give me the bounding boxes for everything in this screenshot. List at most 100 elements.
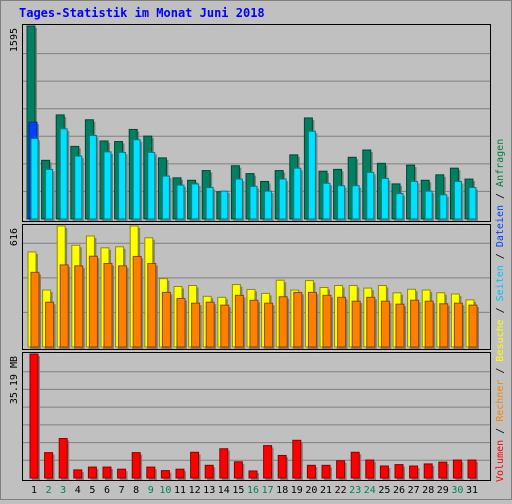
bar-body [220, 190, 229, 220]
bar-volumen-7 [117, 468, 128, 480]
bar-volumen-11 [175, 468, 186, 480]
bar-body [161, 175, 170, 220]
bar-seiten-15 [234, 178, 245, 221]
bar-body [30, 138, 39, 220]
legend-besuche: Besuche [495, 319, 506, 361]
bar-body [190, 451, 200, 479]
bar-volumen-29 [438, 461, 449, 480]
bar-rechner-23 [351, 300, 363, 349]
bar-rechner-31 [468, 304, 479, 349]
x-tick-label-14: 14 [218, 485, 230, 496]
bar-body [453, 180, 462, 220]
bar-body [337, 296, 347, 348]
bar-body [176, 297, 186, 348]
bar-body [248, 470, 258, 479]
bar-volumen-1 [29, 353, 40, 480]
bar-seiten-24 [366, 171, 376, 221]
bar-rechner-14 [220, 304, 231, 349]
bar-seiten-4 [74, 155, 84, 221]
x-tick-label-30: 30 [451, 485, 463, 496]
legend: Volumen / Rechner / Besuche / Seiten / D… [495, 139, 506, 482]
bar-volumen-15 [233, 461, 245, 480]
legend-dateien: Dateien [495, 205, 506, 247]
bar-body [191, 302, 201, 348]
bar-seiten-26 [395, 193, 405, 221]
bar-body [58, 438, 68, 479]
bar-seiten-7 [118, 151, 128, 221]
bar-body [424, 190, 433, 220]
bar-volumen-28 [423, 463, 435, 480]
bar-body [191, 183, 200, 220]
x-tick-label-19: 19 [291, 485, 303, 496]
bar-rechner-4 [74, 265, 85, 349]
bar-volumen-16 [248, 470, 259, 480]
bar-rechner-13 [205, 301, 217, 349]
x-tick-label-5: 5 [89, 485, 95, 496]
bar-body [380, 177, 389, 220]
x-tick-label-10: 10 [159, 485, 171, 496]
bar-volumen-26 [394, 464, 405, 480]
legend-seiten: Seiten [495, 265, 506, 301]
chart-panel-3: 35.19 MB [9, 352, 491, 481]
x-tick-label-23: 23 [349, 485, 361, 496]
bar-rechner-24 [366, 296, 377, 349]
bar-rechner-19 [293, 291, 304, 349]
bar-body [132, 255, 142, 348]
bar-body [292, 439, 302, 479]
bar-seiten-10 [161, 175, 172, 221]
bar-body [336, 460, 346, 479]
bar-volumen-21 [321, 464, 332, 480]
bar-rechner-27 [410, 299, 421, 349]
bar-body [322, 294, 332, 348]
bar-body [118, 151, 127, 220]
bar-volumen-13 [204, 464, 216, 480]
bar-rechner-18 [278, 296, 290, 349]
legend-separator: / [495, 422, 506, 440]
bar-rechner-3 [59, 264, 71, 349]
bar-seiten-22 [337, 185, 347, 221]
bar-body [453, 302, 463, 348]
x-tick-label-3: 3 [60, 485, 66, 496]
bar-seiten-23 [351, 185, 362, 221]
bar-body [147, 263, 157, 348]
bar-body [176, 184, 185, 220]
bar-rechner-16 [249, 299, 260, 349]
bar-body [88, 135, 97, 220]
bar-body [394, 464, 404, 479]
bar-body [29, 353, 39, 479]
bar-body [293, 167, 302, 220]
bar-body [205, 301, 215, 348]
bar-rechner-30 [453, 302, 465, 349]
bar-rechner-10 [161, 291, 173, 349]
bar-volumen-23 [350, 451, 362, 480]
legend-rechner: Rechner [495, 380, 506, 422]
bar-rechner-8 [132, 255, 144, 349]
bar-volumen-27 [409, 465, 420, 480]
bar-volumen-2 [44, 452, 55, 480]
bar-body [132, 139, 141, 220]
bar-body [73, 469, 83, 479]
bar-body [249, 299, 259, 348]
bar-seiten-16 [249, 185, 259, 221]
bar-body [395, 193, 404, 220]
bar-rechner-5 [88, 255, 100, 349]
x-tick-label-4: 4 [75, 485, 81, 496]
bar-body [102, 466, 112, 479]
bar-volumen-20 [306, 464, 318, 480]
bar-body [161, 291, 171, 348]
x-tick-label-11: 11 [174, 485, 186, 496]
bar-volumen-25 [379, 465, 391, 480]
bar-body [204, 464, 214, 479]
bar-seiten-20 [307, 130, 318, 221]
legend-separator: / [495, 247, 506, 265]
bar-body [366, 171, 375, 220]
bar-body [74, 265, 84, 348]
legend-anfragen: Anfragen [495, 139, 506, 187]
bar-body [234, 294, 244, 348]
bar-body [366, 296, 376, 348]
bar-rechner-7 [118, 265, 129, 349]
bar-seiten-5 [88, 135, 99, 221]
bar-body [44, 452, 54, 479]
bar-volumen-30 [452, 459, 464, 480]
